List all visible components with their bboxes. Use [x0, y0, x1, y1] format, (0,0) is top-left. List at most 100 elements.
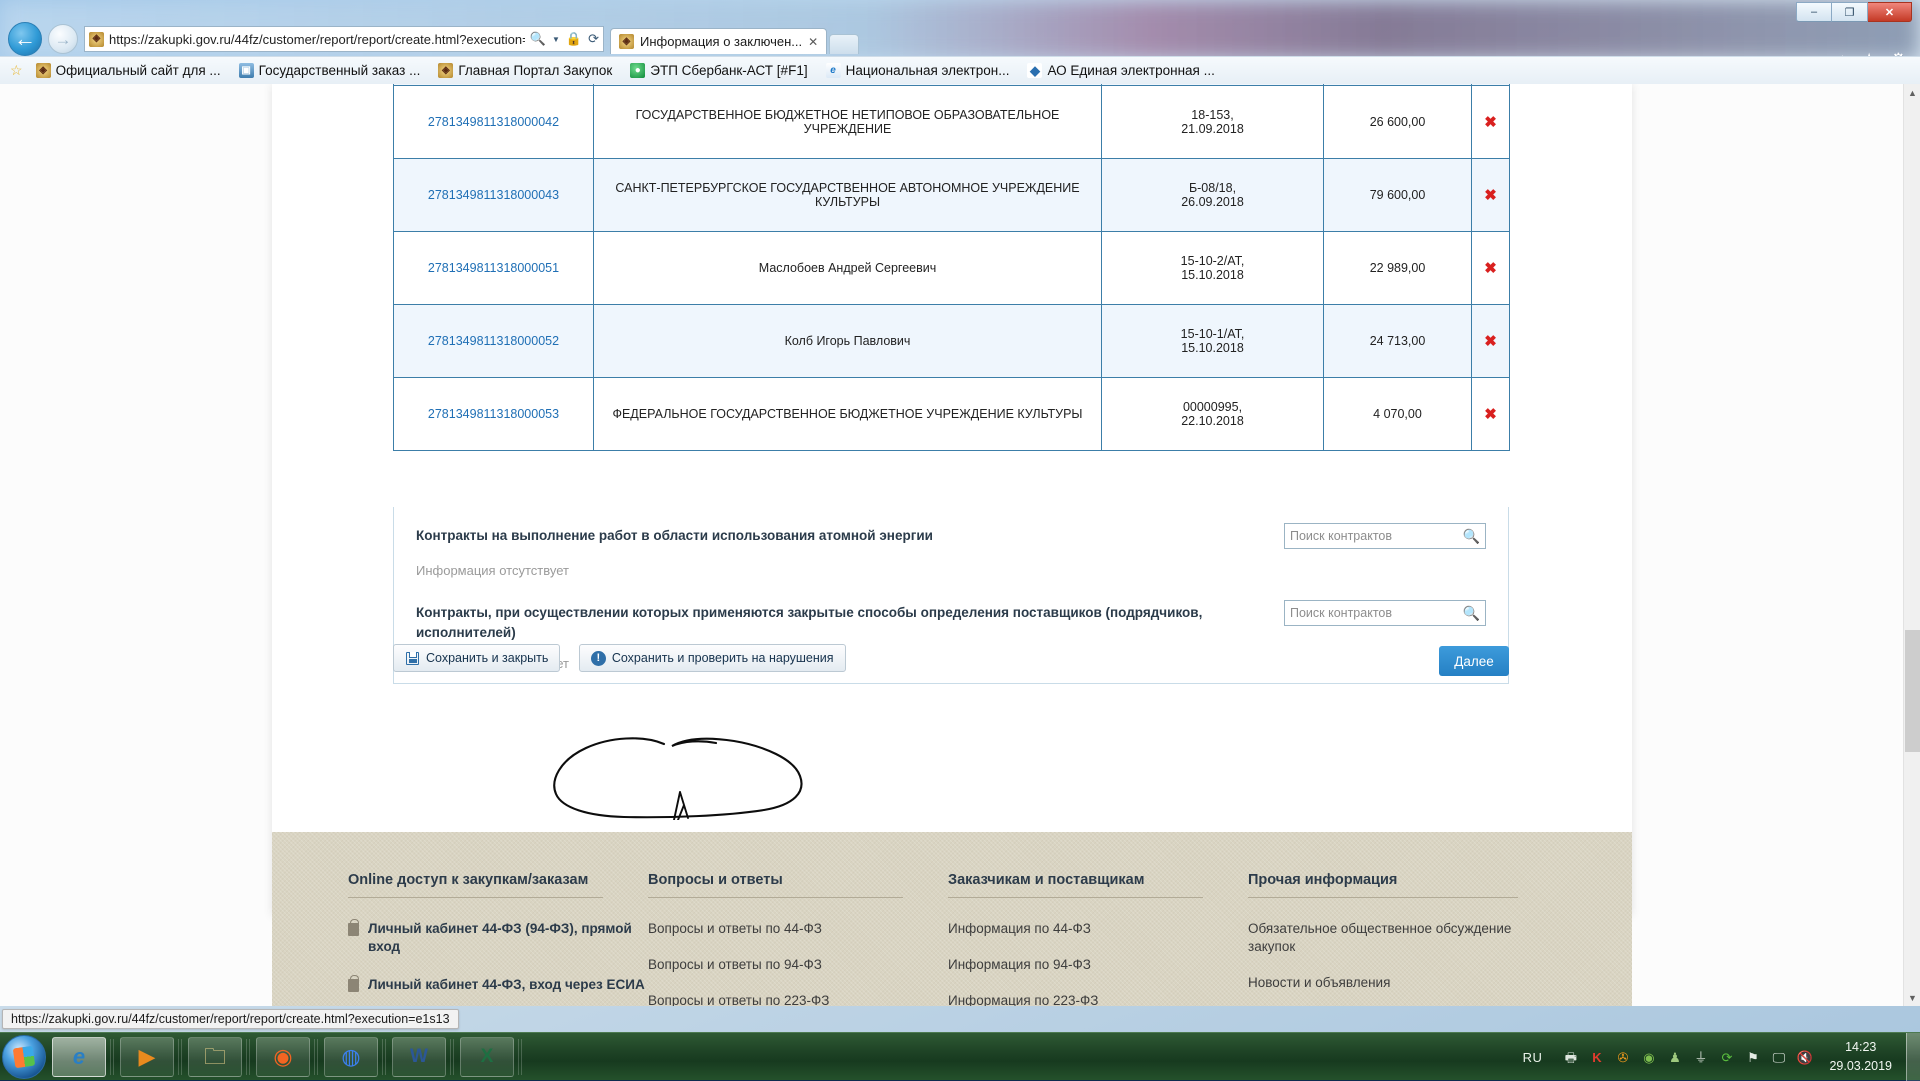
- search-input[interactable]: [1290, 529, 1463, 543]
- vertical-scrollbar[interactable]: ▲ ▼: [1903, 84, 1920, 1006]
- favorite-item-2[interactable]: ◈ Главная Портал Закупок: [429, 63, 621, 78]
- registry-number-link[interactable]: 2781349811318000053: [428, 407, 559, 421]
- cell-actions[interactable]: ✖: [1472, 86, 1510, 159]
- favorite-item-5[interactable]: ◆ АО Единая электронная ...: [1018, 63, 1223, 78]
- printer-icon[interactable]: 🖶: [1562, 1049, 1579, 1066]
- close-button[interactable]: ✕: [1868, 2, 1912, 22]
- search-contracts-box-closed[interactable]: 🔍: [1284, 600, 1486, 626]
- taskbar-item-internet-explorer[interactable]: e: [52, 1037, 106, 1077]
- delete-icon[interactable]: ✖: [1484, 115, 1497, 130]
- chevron-down-icon[interactable]: ▼: [552, 35, 560, 44]
- cell-sum: 26 600,00: [1324, 86, 1472, 159]
- kaspersky-icon[interactable]: K: [1588, 1049, 1605, 1066]
- footer-link[interactable]: Информация по 44-ФЗ: [948, 920, 1248, 938]
- flag-icon[interactable]: ⚑: [1744, 1049, 1761, 1066]
- table-row[interactable]: 2781349811318000043 САНКТ-ПЕТЕРБУРГСКОЕ …: [394, 159, 1510, 232]
- scroll-up-icon[interactable]: ▲: [1904, 84, 1920, 101]
- search-input[interactable]: [1290, 606, 1463, 620]
- magnifier-icon[interactable]: 🔍: [1463, 605, 1480, 622]
- users-icon[interactable]: ♟: [1666, 1049, 1683, 1066]
- registry-number-link[interactable]: 2781349811318000051: [428, 261, 559, 275]
- search-contracts-box-atomic[interactable]: 🔍: [1284, 523, 1486, 549]
- delete-icon[interactable]: ✖: [1484, 261, 1497, 276]
- taskbar-item-word[interactable]: W: [392, 1037, 446, 1077]
- footer-link[interactable]: Информация по 223-ФЗ: [948, 992, 1248, 1006]
- monitor-icon[interactable]: 🖵: [1770, 1049, 1787, 1066]
- cell-actions[interactable]: ✖: [1472, 159, 1510, 232]
- cell-doc: 18-153, 21.09.2018: [1102, 86, 1324, 159]
- cell-actions[interactable]: ✖: [1472, 232, 1510, 305]
- navigation-bar: ← → ◈ https://zakupki.gov.ru/44fz/custom…: [0, 20, 1920, 60]
- registry-number-link[interactable]: 2781349811318000042: [428, 115, 559, 129]
- taskbar-item-excel[interactable]: X: [460, 1037, 514, 1077]
- restore-button[interactable]: ❐: [1832, 2, 1868, 22]
- section-title: Контракты, при осуществлении которых при…: [416, 600, 1270, 642]
- footer-column-customers-suppliers: Заказчикам и поставщикам Информация по 4…: [948, 872, 1248, 1006]
- delete-icon[interactable]: ✖: [1484, 188, 1497, 203]
- registry-number-link[interactable]: 2781349811318000052: [428, 334, 559, 348]
- cell-actions[interactable]: ✖: [1472, 378, 1510, 451]
- refresh-icon[interactable]: ⟳: [588, 31, 599, 47]
- delete-icon[interactable]: ✖: [1484, 334, 1497, 349]
- footer-link[interactable]: Вопросы и ответы по 223-ФЗ: [648, 992, 948, 1006]
- favorite-item-1[interactable]: ▣ Государственный заказ ...: [230, 63, 430, 78]
- table-row[interactable]: 2781349811318000053 ФЕДЕРАЛЬНОЕ ГОСУДАРС…: [394, 378, 1510, 451]
- footer-link[interactable]: Информация по 94-ФЗ: [948, 956, 1248, 974]
- back-arrow-icon[interactable]: ←: [8, 22, 42, 56]
- cell-actions[interactable]: ✖: [1472, 305, 1510, 378]
- language-indicator[interactable]: RU: [1513, 1050, 1553, 1065]
- next-button[interactable]: Далее: [1439, 646, 1509, 676]
- registry-number-link[interactable]: 2781349811318000043: [428, 188, 559, 202]
- cell-reg[interactable]: 2781349811318000053: [394, 378, 594, 451]
- taskbar-item-firefox[interactable]: ◉: [256, 1037, 310, 1077]
- network-globe-icon[interactable]: ✇: [1614, 1049, 1631, 1066]
- taskbar-item-media-player[interactable]: ▶: [120, 1037, 174, 1077]
- address-bar[interactable]: ◈ https://zakupki.gov.ru/44fz/customer/r…: [84, 26, 604, 52]
- table-row[interactable]: 2781349811318000051 Маслобоев Андрей Сер…: [394, 232, 1510, 305]
- minimize-button[interactable]: –: [1796, 2, 1832, 22]
- footer-link[interactable]: Обязательное общественное обсуждение зак…: [1248, 920, 1523, 956]
- save-and-close-button[interactable]: Сохранить и закрыть: [393, 644, 560, 672]
- cell-reg[interactable]: 2781349811318000042: [394, 86, 594, 159]
- start-button[interactable]: [2, 1035, 46, 1079]
- nvidia-icon[interactable]: ◉: [1640, 1049, 1657, 1066]
- gerb-icon: ◈: [36, 63, 51, 78]
- delete-icon[interactable]: ✖: [1484, 407, 1497, 422]
- forward-arrow-icon[interactable]: →: [48, 24, 78, 54]
- search-icon[interactable]: 🔍: [530, 31, 546, 47]
- tab-report-info[interactable]: ◈ Информация о заключен... ✕: [610, 28, 827, 54]
- taskbar-item-file-explorer[interactable]: 🗀: [188, 1037, 242, 1077]
- footer-link[interactable]: Вопросы и ответы по 94-ФЗ: [648, 956, 948, 974]
- favorite-item-4[interactable]: e Национальная электрон...: [817, 63, 1019, 78]
- sync-icon[interactable]: ⟳: [1718, 1049, 1735, 1066]
- save-and-check-violations-button[interactable]: ! Сохранить и проверить на нарушения: [579, 644, 846, 672]
- cell-doc: 00000995, 22.10.2018: [1102, 378, 1324, 451]
- cell-doc: 15-10-1/АТ, 15.10.2018: [1102, 305, 1324, 378]
- usb-safe-icon[interactable]: ⏚: [1692, 1049, 1709, 1066]
- doc-number: 15-10-2/АТ,: [1108, 254, 1317, 268]
- cell-reg[interactable]: 2781349811318000043: [394, 159, 594, 232]
- magnifier-icon[interactable]: 🔍: [1463, 528, 1480, 545]
- footer-lock-item[interactable]: Личный кабинет 44-ФЗ (94-ФЗ), прямой вхо…: [348, 920, 648, 956]
- clock-date: 29.03.2019: [1829, 1057, 1892, 1076]
- cell-reg[interactable]: 2781349811318000051: [394, 232, 594, 305]
- close-icon[interactable]: ✕: [808, 35, 818, 49]
- footer-link[interactable]: Вопросы и ответы по 44-ФЗ: [648, 920, 948, 938]
- show-desktop-button[interactable]: [1906, 1033, 1920, 1081]
- favorite-item-3[interactable]: ● ЭТП Сбербанк-АСТ [#F1]: [621, 63, 816, 78]
- scroll-down-icon[interactable]: ▼: [1904, 989, 1920, 1006]
- table-row[interactable]: 2781349811318000042 ГОСУДАРСТВЕННОЕ БЮДЖ…: [394, 86, 1510, 159]
- lock-icon[interactable]: 🔒: [566, 31, 582, 47]
- cell-reg[interactable]: 2781349811318000052: [394, 305, 594, 378]
- scrollbar-thumb[interactable]: [1905, 630, 1920, 752]
- volume-muted-icon[interactable]: 🔇: [1796, 1049, 1813, 1066]
- footer-link[interactable]: Новости и объявления: [1248, 974, 1588, 992]
- taskbar-item-chrome[interactable]: ◍: [324, 1037, 378, 1077]
- favorite-item-0[interactable]: ◈ Официальный сайт для ...: [27, 63, 230, 78]
- footer-lock-item[interactable]: Личный кабинет 44-ФЗ, вход через ЕСИА: [348, 976, 648, 994]
- add-favorite-star-icon[interactable]: ☆: [8, 62, 27, 79]
- clock[interactable]: 14:23 29.03.2019: [1823, 1038, 1904, 1076]
- table-row[interactable]: 2781349811318000052 Колб Игорь Павлович …: [394, 305, 1510, 378]
- lock-icon: [348, 923, 359, 936]
- new-tab-button[interactable]: [829, 34, 859, 54]
